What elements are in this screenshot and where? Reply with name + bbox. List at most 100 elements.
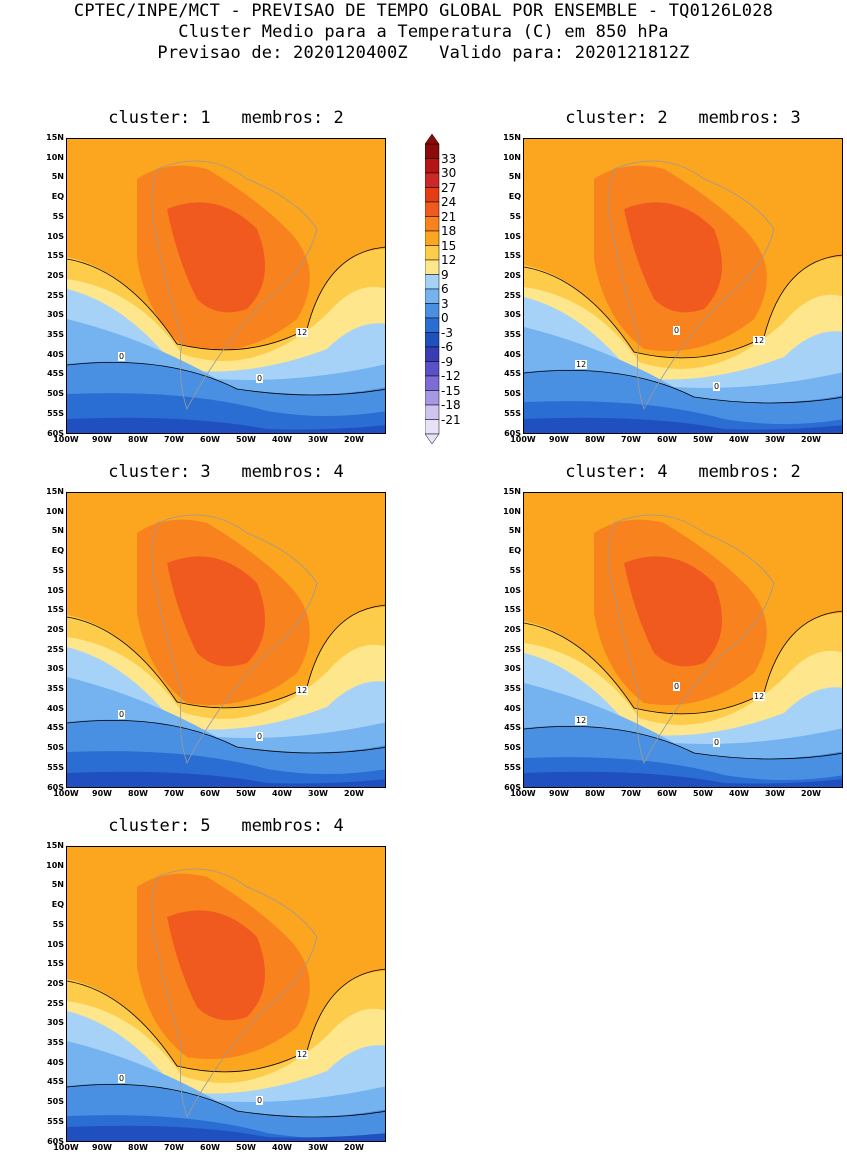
contour-label: 12	[296, 1050, 309, 1059]
colorbar-swatch	[425, 332, 440, 348]
latitude-tick-label: 5N	[51, 880, 64, 890]
longitude-tick-label: 20W	[344, 435, 364, 444]
longitude-tick-label: 80W	[128, 435, 148, 444]
contour-0	[67, 719, 385, 754]
latitude-tick-label: 60S	[47, 1136, 64, 1146]
panel-title: cluster: 1 membros: 2	[108, 108, 344, 128]
latitude-tick-label: 10N	[46, 152, 64, 162]
latitude-tick-label: 15N	[46, 487, 64, 496]
latitude-tick-label: 25S	[47, 290, 64, 300]
colorbar-swatch	[425, 404, 440, 420]
latitude-tick-label: 25S	[504, 644, 521, 654]
colorbar-level-label: 0	[441, 311, 449, 325]
longitude-tick-label: 80W	[128, 789, 148, 798]
colorbar-swatch	[425, 361, 440, 377]
longitude-tick-label: 70W	[621, 435, 641, 444]
colorbar-swatch	[425, 201, 440, 217]
latitude-tick-label: 45S	[47, 723, 64, 733]
latitude-tick-label: 25S	[47, 644, 64, 654]
temperature-map	[523, 492, 843, 788]
contour-label: 0	[673, 326, 681, 335]
longitude-tick-label: 60W	[200, 435, 220, 444]
colorbar-swatch	[425, 216, 440, 232]
latitude-tick-label: 20S	[47, 270, 64, 280]
contour-label: 12	[575, 360, 588, 369]
latitude-tick-label: 40S	[47, 1057, 64, 1067]
longitude-tick-label: 30W	[308, 435, 328, 444]
colorbar-level-label: 27	[441, 180, 457, 195]
temperature-field	[67, 493, 385, 787]
longitude-tick-label: 40W	[272, 1143, 292, 1152]
header-title-line-1: CPTEC/INPE/MCT - PREVISAO DE TEMPO GLOBA…	[73, 1, 774, 21]
latitude-tick-label: 25S	[47, 998, 64, 1008]
latitude-tick-label: 60S	[504, 782, 521, 792]
longitude-tick-label: 50W	[693, 789, 713, 798]
longitude-tick-label: 20W	[801, 789, 821, 798]
latitude-tick-label: 60S	[504, 428, 521, 438]
longitude-tick-label: 20W	[801, 435, 821, 444]
longitude-tick-label: 70W	[164, 789, 184, 798]
contour-12	[524, 254, 842, 359]
latitude-tick-label: 5S	[52, 565, 64, 575]
contour-label: 0	[256, 732, 264, 741]
latitude-tick-label: 50S	[47, 1097, 64, 1107]
latitude-tick-label: 25S	[504, 290, 521, 300]
latitude-tick-label: 15S	[47, 605, 64, 615]
band-minus6-minus3	[67, 771, 385, 787]
latitude-tick-label: 40S	[47, 349, 64, 359]
latitude-tick-label: 10N	[46, 506, 64, 516]
latitude-tick-label: EQ	[51, 192, 64, 202]
band-21-24	[167, 556, 265, 667]
latitude-tick-label: 5S	[52, 211, 64, 221]
panel-title: cluster: 4 membros: 2	[565, 462, 801, 482]
latitude-tick-label: 30S	[47, 1018, 64, 1028]
contour-label: 0	[118, 1074, 126, 1083]
latitude-tick-label: 55S	[504, 408, 521, 418]
latitude-tick-label: 20S	[47, 978, 64, 988]
panel-title: cluster: 3 membros: 4	[108, 462, 344, 482]
band-21-24	[167, 202, 265, 313]
latitude-tick-label: 20S	[47, 624, 64, 634]
colorbar-level-label: -18	[441, 398, 461, 412]
longitude-tick-label: 40W	[729, 435, 749, 444]
contour-0	[524, 369, 842, 404]
latitude-tick-label: 45S	[47, 1077, 64, 1087]
latitude-tick-label: 35S	[47, 330, 64, 339]
band-minus6-minus3	[524, 771, 842, 787]
colorbar-level-label: 3	[441, 296, 449, 311]
latitude-tick-label: 10S	[47, 585, 64, 595]
colorbar-swatch	[425, 288, 440, 304]
colorbar-level-label: 33	[441, 151, 457, 166]
contour-label: 12	[753, 692, 766, 701]
latitude-tick-label: 15S	[504, 605, 521, 615]
colorbar-swatch	[425, 274, 440, 290]
latitude-tick-label: 5S	[509, 211, 521, 221]
longitude-tick-label: 30W	[765, 789, 785, 798]
longitude-tick-label: 40W	[272, 789, 292, 798]
longitude-tick-label: 100W	[510, 435, 536, 444]
temperature-field	[67, 139, 385, 433]
longitude-tick-label: 30W	[308, 1143, 328, 1152]
latitude-tick-label: 10N	[503, 506, 521, 516]
contour-label: 12	[575, 716, 588, 725]
panel-title: cluster: 5 membros: 4	[108, 816, 344, 836]
latitude-tick-label: 30S	[47, 664, 64, 674]
latitude-tick-label: 15S	[47, 251, 64, 261]
colorbar-level-label: -9	[441, 354, 453, 369]
latitude-tick-label: 5S	[509, 565, 521, 575]
longitude-tick-label: 50W	[236, 789, 256, 798]
longitude-tick-label: 40W	[729, 789, 749, 798]
contour-label: 0	[256, 374, 264, 383]
colorbar-swatch	[425, 303, 440, 319]
longitude-tick-label: 80W	[585, 435, 605, 444]
latitude-tick-label: 10S	[504, 585, 521, 595]
latitude-tick-label: 40S	[504, 349, 521, 359]
contour-12	[67, 968, 385, 1073]
longitude-tick-label: 60W	[200, 1143, 220, 1152]
colorbar-bottom-arrow	[425, 433, 440, 444]
latitude-tick-label: 15S	[504, 251, 521, 261]
contour-0	[67, 1083, 385, 1118]
latitude-tick-label: EQ	[51, 546, 64, 556]
temperature-field	[524, 139, 842, 433]
longitude-tick-label: 70W	[164, 1143, 184, 1152]
